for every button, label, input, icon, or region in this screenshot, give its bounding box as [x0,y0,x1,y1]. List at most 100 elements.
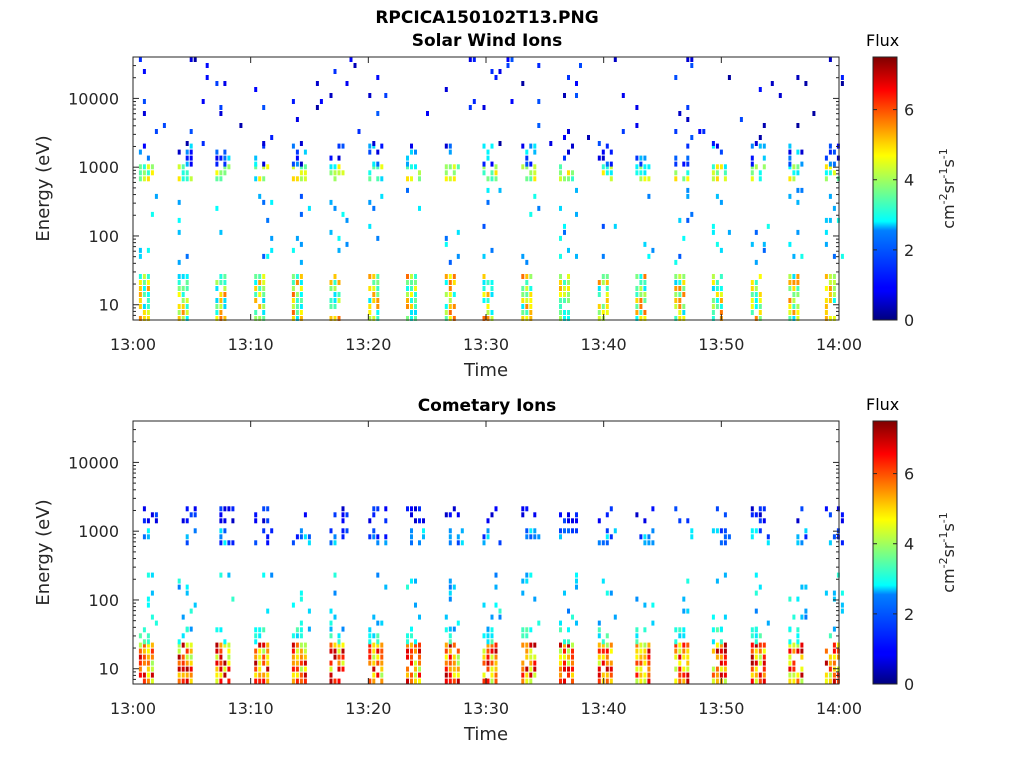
flux-cell [299,627,303,633]
flux-cell [559,528,562,534]
flux-cell [678,253,682,259]
flux-cell [529,274,533,279]
flux-cell [146,572,150,578]
flux-cell [154,620,158,626]
flux-cell [444,274,448,279]
flux-cell [490,143,494,149]
flux-cell [337,280,341,285]
flux-cell [227,506,231,512]
flux-cell [189,176,193,182]
flux-cell [754,141,758,146]
flux-cell [291,316,295,321]
flux-cell [452,316,456,321]
flux-cell [605,304,609,309]
flux-cell [418,666,421,672]
flux-cell [621,93,625,98]
flux-cell [448,274,452,279]
flux-cell [711,672,715,678]
flux-cell [291,274,295,279]
flux-cell [444,241,448,247]
flux-cell [142,274,146,279]
colorbar-unit-label: cm-2sr-1s-1 [937,512,958,593]
flux-cell [337,316,341,321]
flux-cell [788,310,792,315]
flux-cell [494,584,498,590]
flux-cell [651,540,655,546]
flux-cell [711,143,715,149]
flux-cell [262,506,266,512]
flux-cell [262,518,266,524]
flux-cell [762,506,766,512]
flux-cell [828,149,832,155]
flux-cell [215,161,219,167]
flux-cell [329,642,333,648]
flux-cell [563,93,566,98]
flux-cell [715,672,719,678]
flux-cell [368,660,372,666]
flux-cell [792,298,796,303]
flux-cell [711,298,715,303]
flux-cell [406,298,409,303]
flux-cell [711,176,715,182]
flux-cell [639,164,643,170]
flux-cell [498,540,502,546]
flux-cell [185,584,189,590]
flux-cell [307,608,311,614]
flux-cell [609,149,613,155]
flux-cell [376,572,380,578]
flux-cell [177,648,181,654]
flux-cell [376,620,380,626]
flux-cell [567,528,570,534]
flux-cell [796,149,800,155]
flux-cell [337,292,341,297]
flux-cell [185,298,189,303]
flux-cell [529,176,533,182]
flux-cell [647,253,651,259]
flux-cell [337,298,341,303]
flux-cell [295,176,299,182]
flux-cell [299,648,303,654]
flux-cell [219,274,223,279]
flux-cell [836,654,840,660]
flux-cell [444,627,448,633]
flux-cell [448,590,452,596]
flux-cell [177,654,181,660]
flux-cell [307,626,311,632]
flux-cell [525,528,529,534]
flux-cell [146,280,150,285]
flux-cell [185,161,189,167]
flux-cell [715,241,719,247]
flux-cell [262,298,266,303]
flux-cell [146,316,150,321]
y-tick-label: 10 [99,296,119,315]
flux-cell [262,280,266,285]
flux-cell [456,672,460,678]
flux-cell [788,304,792,309]
flux-cell [376,304,380,309]
flux-cell [750,660,754,666]
flux-cell [832,642,836,648]
flux-cell [750,666,754,672]
flux-cell [609,176,613,182]
flux-cell [824,316,828,321]
flux-cell [674,627,678,633]
flux-cell [686,155,690,161]
flux-cell [418,648,421,654]
flux-cell [490,176,494,182]
flux-cell [291,642,295,648]
flux-cell [299,259,303,265]
flux-cell [525,648,529,654]
flux-cell [138,672,142,678]
flux-cell [254,310,258,315]
flux-cell [529,286,533,291]
flux-cell [597,672,601,678]
flux-cell [674,170,678,176]
flux-cell [410,176,413,182]
flux-cell [376,316,380,321]
flux-cell [368,93,372,98]
flux-cell [372,614,376,620]
flux-cell [422,528,425,534]
flux-cell [341,666,345,672]
flux-cell [800,678,804,684]
flux-cell [482,654,486,660]
